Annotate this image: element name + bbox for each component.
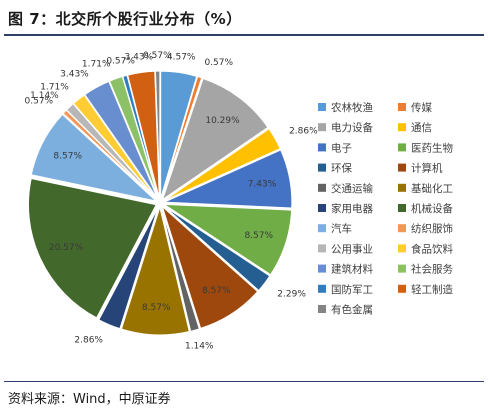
legend-label-series-18: 国防军工 — [331, 283, 373, 296]
data-label-series-17: 1.71% — [82, 60, 111, 70]
legend-swatch-series-3 — [398, 123, 406, 132]
data-label-series-13: 0.57% — [25, 97, 54, 107]
data-label-series-20: 0.57% — [143, 51, 172, 61]
pie-slice-series-8 — [160, 206, 201, 333]
legend-swatch-series-0 — [318, 103, 326, 111]
figure-title: 图 7：北交所个股行业分布（%） — [8, 10, 242, 28]
legend-swatch-series-8 — [318, 183, 326, 192]
pie-slice-series-5 — [161, 203, 293, 276]
legend-label-series-13: 纺织服饰 — [411, 222, 453, 235]
pie-slice-series-2 — [161, 77, 269, 202]
title-rule — [4, 34, 484, 36]
data-label-series-16: 3.43% — [60, 69, 89, 79]
pie-slice-series-10 — [97, 206, 160, 330]
pie-slice-series-20 — [154, 70, 161, 200]
legend-swatch-series-2 — [318, 123, 326, 132]
pie-slice-series-12 — [30, 113, 159, 203]
data-label-series-1: 0.57% — [204, 58, 233, 68]
data-label-series-19: 3.43% — [125, 53, 154, 63]
legend-label-series-17: 社会服务 — [411, 263, 453, 276]
legend-label-series-0: 农林牧渔 — [331, 101, 373, 114]
data-label-series-5: 8.57% — [244, 231, 273, 241]
pie-slice-series-1 — [160, 75, 203, 200]
data-label-series-8: 1.14% — [185, 342, 214, 352]
legend-swatch-series-9 — [398, 183, 406, 192]
data-label-series-7: 8.57% — [202, 286, 231, 296]
pie-slices — [27, 70, 293, 336]
legend-label-series-3: 通信 — [411, 122, 432, 134]
legend-label-series-5: 医药生物 — [411, 141, 453, 154]
legend-label-series-19: 轻工制造 — [411, 283, 453, 296]
legend-label-series-7: 计算机 — [411, 162, 443, 175]
pie-slice-series-6 — [162, 204, 271, 292]
legend-swatch-series-17 — [398, 264, 406, 273]
legend-swatch-series-19 — [398, 284, 406, 293]
legend-label-series-2: 电力设备 — [331, 121, 373, 134]
legend-swatch-series-7 — [398, 163, 406, 172]
pie-slice-series-16 — [83, 80, 159, 200]
pie-slice-series-4 — [163, 149, 293, 209]
pie-slice-series-3 — [163, 127, 282, 202]
data-label-series-6: 2.29% — [277, 289, 306, 299]
data-label-series-3: 2.86% — [289, 127, 318, 137]
legend-swatch-series-15 — [398, 244, 406, 253]
source-note: 资料来源：Wind，中原证券 — [8, 392, 171, 407]
data-label-series-12: 8.57% — [53, 151, 82, 161]
legend-swatch-series-6 — [318, 163, 326, 172]
data-label-series-0: 4.57% — [167, 53, 196, 63]
legend-label-series-4: 电子 — [331, 141, 352, 154]
pie-slice-series-7 — [160, 204, 259, 330]
legend-swatch-series-11 — [398, 204, 406, 212]
legend-swatch-series-14 — [318, 244, 326, 253]
pie-slice-series-9 — [120, 204, 191, 336]
pie-chart: 4.57%0.57%10.29%2.86%7.43%8.57%2.29%8.57… — [25, 51, 454, 352]
legend-label-series-12: 汽车 — [331, 222, 352, 235]
data-label-series-15: 1.71% — [40, 82, 69, 92]
legend-swatch-series-18 — [318, 284, 326, 293]
legend-swatch-series-10 — [318, 204, 326, 212]
data-label-series-10: 2.86% — [74, 336, 103, 346]
legend-swatch-series-12 — [318, 224, 326, 233]
data-label-series-14: 1.14% — [30, 91, 59, 101]
legend-swatch-series-4 — [318, 143, 326, 152]
pie-slice-series-15 — [72, 94, 159, 201]
data-label-series-11: 20.57% — [49, 243, 84, 253]
source-rule — [4, 381, 484, 382]
legend-swatch-series-16 — [318, 264, 326, 273]
legend-label-series-14: 公用事业 — [331, 242, 373, 255]
legend-swatch-series-1 — [398, 103, 406, 111]
data-label-series-9: 8.57% — [142, 303, 171, 313]
legend-label-series-15: 食品饮料 — [411, 242, 453, 255]
data-label-series-18: 0.57% — [106, 56, 135, 66]
legend-label-series-20: 有色金属 — [331, 303, 373, 316]
pie-slice-series-0 — [159, 70, 198, 200]
data-label-series-4: 7.43% — [248, 180, 277, 190]
pie-slice-series-11 — [27, 177, 158, 319]
legend-label-series-16: 建筑材料 — [331, 263, 373, 276]
pie-labels: 4.57%0.57%10.29%2.86%7.43%8.57%2.29%8.57… — [25, 51, 319, 352]
legend-swatch-series-5 — [398, 143, 406, 152]
legend-label-series-6: 环保 — [331, 162, 352, 175]
legend-swatch-series-13 — [398, 224, 406, 233]
legend-label-series-10: 家用电器 — [331, 202, 373, 215]
legend-label-series-8: 交通运输 — [331, 182, 373, 195]
data-label-series-2: 10.29% — [205, 116, 240, 126]
legend-label-series-11: 机械设备 — [411, 202, 453, 215]
legend-swatch-series-20 — [318, 305, 326, 313]
legend-label-series-1: 传媒 — [411, 101, 432, 114]
legend-label-series-9: 基础化工 — [411, 182, 453, 195]
